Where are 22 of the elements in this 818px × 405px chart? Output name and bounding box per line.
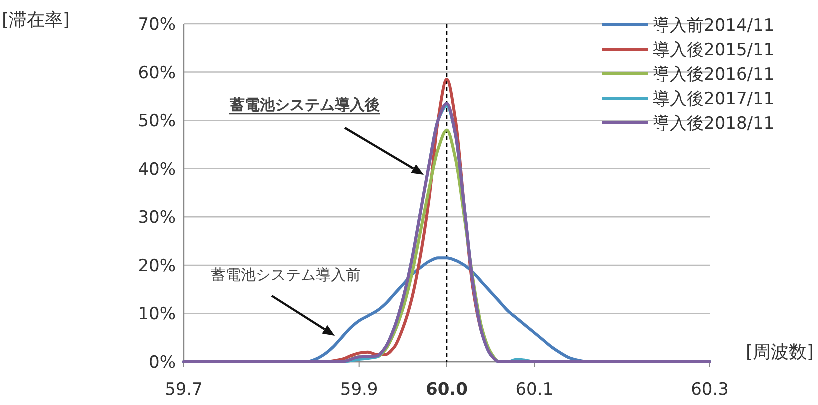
y-tick-label: 30% — [138, 208, 176, 228]
x-tick-label: 59.7 — [165, 380, 203, 400]
legend-label: 導入後2015/11 — [653, 40, 775, 60]
y-tick-label: 0% — [149, 353, 176, 373]
y-tick-label: 50% — [138, 112, 176, 132]
y-tick-label: 70% — [138, 15, 176, 35]
y-tick-label: 10% — [138, 304, 176, 325]
annotation: 蓄電池システム導入前 — [211, 266, 361, 284]
x-axis-title: [周波数] — [746, 342, 814, 363]
legend-label: 導入前2014/11 — [653, 16, 775, 36]
x-tick-label: 60.3 — [691, 380, 729, 400]
y-tick-label: 40% — [138, 160, 176, 180]
x-tick-label: 60.1 — [516, 380, 554, 400]
annotation: 蓄電池システム導入後 — [229, 96, 380, 114]
y-tick-label: 20% — [138, 256, 176, 276]
y-axis-title: [滞在率] — [2, 10, 70, 31]
legend-label: 導入後2017/11 — [653, 90, 775, 110]
x-tick-label: 60.0 — [426, 380, 468, 400]
legend-label: 導入後2016/11 — [653, 65, 775, 85]
y-tick-label: 60% — [138, 63, 176, 84]
x-tick-label: 59.9 — [340, 380, 378, 400]
legend-label: 導入後2018/11 — [653, 114, 775, 134]
